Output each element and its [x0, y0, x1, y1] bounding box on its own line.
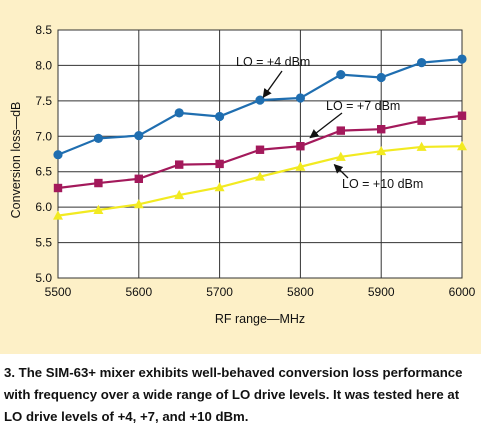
data-point — [457, 54, 467, 64]
data-point — [134, 174, 143, 183]
data-point — [215, 111, 225, 122]
data-point — [134, 130, 144, 141]
data-point — [255, 171, 265, 181]
y-axis-label: Conversion loss—dB — [9, 102, 23, 219]
data-point — [336, 70, 346, 80]
x-tick-label: 5700 — [206, 285, 233, 299]
x-tick-label: 5500 — [45, 285, 72, 299]
y-tick-label: 8.0 — [35, 58, 52, 72]
data-point — [376, 72, 386, 83]
data-point — [255, 145, 265, 154]
plot-area — [57, 29, 463, 279]
y-tick-label: 5.0 — [35, 271, 52, 285]
annotation-arrow — [262, 70, 283, 99]
series-layer — [53, 54, 467, 220]
figure-caption: 3. The SIM-63+ mixer exhibits well-behav… — [4, 365, 463, 424]
data-point — [175, 160, 184, 169]
data-point — [255, 95, 265, 105]
x-tick-label: 5600 — [125, 285, 152, 299]
series-2 — [53, 111, 467, 193]
series-1 — [53, 54, 467, 160]
y-tick-label: 6.0 — [35, 200, 52, 214]
y-tick-label: 5.5 — [35, 236, 52, 250]
series-3 — [53, 141, 467, 220]
gridlines — [57, 29, 463, 279]
annotation-arrow — [309, 112, 343, 139]
annotation-layer: LO = +4 dBm LO = +7 dBm LO = +10 dBm — [236, 55, 423, 191]
data-point — [93, 133, 103, 144]
data-point — [457, 111, 467, 120]
x-axis-label: RF range—MHz — [215, 312, 305, 326]
x-tick-label: 5900 — [368, 285, 395, 299]
data-point — [174, 189, 185, 200]
y-tick-label: 6.5 — [35, 165, 52, 179]
data-point — [53, 210, 63, 220]
data-point — [133, 199, 144, 209]
tick-labels: 5.0 5.5 6.0 6.5 7.0 7.5 8.0 8.5 5500 5600 5700 5800… — [35, 23, 475, 299]
data-point — [53, 150, 63, 160]
x-tick-label: 5800 — [287, 285, 314, 299]
conversion-loss-chart: 5.0 5.5 6.0 6.5 7.0 7.5 8.0 8.5 5500 5600 5700 5800… — [9, 23, 476, 326]
series-annotation-label: LO = +7 dBm — [326, 99, 400, 113]
data-point — [336, 126, 345, 135]
x-tick-label: 6000 — [449, 285, 476, 299]
data-point — [214, 182, 225, 192]
series-annotation-label: LO = +10 dBm — [342, 177, 423, 191]
data-point — [174, 108, 184, 118]
data-point — [376, 145, 387, 156]
annotation-arrow — [333, 163, 349, 179]
data-point — [417, 116, 426, 125]
y-tick-label: 7.0 — [35, 129, 52, 143]
data-point — [417, 57, 427, 68]
series-annotation-label: LO = +4 dBm — [236, 55, 310, 69]
data-point — [93, 204, 104, 214]
data-point — [377, 125, 386, 134]
data-point — [295, 161, 306, 171]
data-point — [457, 141, 467, 151]
y-tick-label: 8.5 — [35, 23, 52, 37]
data-point — [94, 178, 103, 188]
data-point — [295, 93, 305, 103]
y-tick-label: 7.5 — [35, 94, 52, 108]
chart-panel: 5.0 5.5 6.0 6.5 7.0 7.5 8.0 8.5 5500 5600 5700 5800… — [0, 0, 481, 354]
data-point — [215, 159, 224, 169]
data-point — [335, 151, 346, 161]
data-point — [296, 142, 305, 151]
data-point — [416, 141, 427, 151]
data-point — [53, 183, 63, 193]
